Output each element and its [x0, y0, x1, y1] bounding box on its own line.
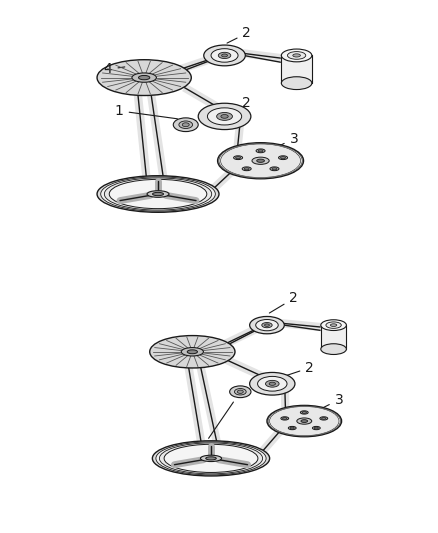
Ellipse shape — [97, 176, 219, 212]
Ellipse shape — [104, 178, 212, 210]
Ellipse shape — [173, 118, 198, 132]
Ellipse shape — [281, 77, 312, 90]
Ellipse shape — [281, 49, 312, 62]
Ellipse shape — [159, 443, 263, 474]
Text: 2: 2 — [280, 361, 314, 377]
Ellipse shape — [265, 381, 279, 387]
Ellipse shape — [132, 73, 156, 82]
Ellipse shape — [283, 417, 287, 419]
Ellipse shape — [204, 45, 245, 66]
Ellipse shape — [288, 426, 296, 430]
Ellipse shape — [290, 427, 294, 429]
Ellipse shape — [219, 143, 302, 178]
Text: 1: 1 — [196, 402, 233, 457]
Ellipse shape — [297, 418, 312, 424]
Ellipse shape — [269, 407, 339, 435]
Ellipse shape — [287, 52, 306, 59]
Ellipse shape — [269, 382, 276, 385]
Ellipse shape — [138, 76, 150, 80]
Ellipse shape — [320, 417, 328, 420]
Text: 2: 2 — [233, 95, 251, 110]
Ellipse shape — [101, 177, 215, 211]
Ellipse shape — [265, 324, 269, 326]
Ellipse shape — [281, 417, 289, 420]
Ellipse shape — [187, 350, 198, 354]
Ellipse shape — [281, 157, 286, 159]
Ellipse shape — [201, 455, 222, 462]
Text: 3: 3 — [320, 393, 343, 409]
Ellipse shape — [164, 445, 258, 472]
Ellipse shape — [218, 52, 231, 59]
Ellipse shape — [268, 406, 340, 437]
Ellipse shape — [152, 192, 163, 196]
Ellipse shape — [270, 167, 279, 171]
Ellipse shape — [272, 168, 277, 170]
Ellipse shape — [222, 54, 227, 57]
Text: 3: 3 — [274, 132, 298, 148]
Polygon shape — [321, 325, 346, 349]
Ellipse shape — [244, 168, 249, 170]
Ellipse shape — [314, 427, 318, 429]
Ellipse shape — [250, 373, 295, 395]
Ellipse shape — [152, 441, 270, 476]
Ellipse shape — [321, 320, 346, 330]
Ellipse shape — [258, 376, 287, 391]
Ellipse shape — [267, 406, 342, 437]
Ellipse shape — [262, 322, 272, 328]
Ellipse shape — [256, 149, 265, 153]
Ellipse shape — [250, 317, 284, 334]
Ellipse shape — [221, 115, 228, 118]
Ellipse shape — [330, 324, 337, 327]
Ellipse shape — [256, 319, 278, 331]
Ellipse shape — [150, 336, 235, 368]
Text: 2: 2 — [227, 26, 251, 43]
Polygon shape — [281, 55, 312, 83]
Ellipse shape — [301, 419, 307, 423]
Ellipse shape — [147, 191, 169, 197]
Ellipse shape — [257, 159, 265, 163]
Ellipse shape — [300, 411, 308, 414]
Ellipse shape — [252, 157, 269, 164]
Ellipse shape — [237, 390, 243, 393]
Ellipse shape — [179, 121, 193, 128]
Ellipse shape — [321, 344, 346, 354]
Ellipse shape — [258, 150, 263, 152]
Ellipse shape — [233, 156, 243, 159]
Ellipse shape — [279, 156, 288, 159]
Ellipse shape — [230, 386, 251, 398]
Ellipse shape — [206, 457, 216, 460]
Ellipse shape — [182, 123, 189, 127]
Ellipse shape — [109, 180, 207, 208]
Ellipse shape — [211, 49, 238, 62]
Ellipse shape — [312, 426, 320, 430]
Ellipse shape — [221, 144, 300, 177]
Text: 4: 4 — [104, 62, 125, 76]
Text: 2: 2 — [269, 292, 298, 313]
Ellipse shape — [218, 143, 304, 179]
Ellipse shape — [302, 411, 307, 414]
Ellipse shape — [208, 108, 242, 125]
Ellipse shape — [234, 389, 246, 395]
Ellipse shape — [97, 60, 191, 95]
Ellipse shape — [156, 442, 266, 475]
Ellipse shape — [326, 322, 341, 328]
Ellipse shape — [236, 157, 240, 159]
Ellipse shape — [217, 112, 233, 120]
Text: 1: 1 — [115, 104, 177, 119]
Ellipse shape — [293, 54, 300, 57]
Ellipse shape — [242, 167, 251, 171]
Ellipse shape — [321, 417, 326, 419]
Ellipse shape — [198, 103, 251, 130]
Ellipse shape — [181, 348, 203, 356]
